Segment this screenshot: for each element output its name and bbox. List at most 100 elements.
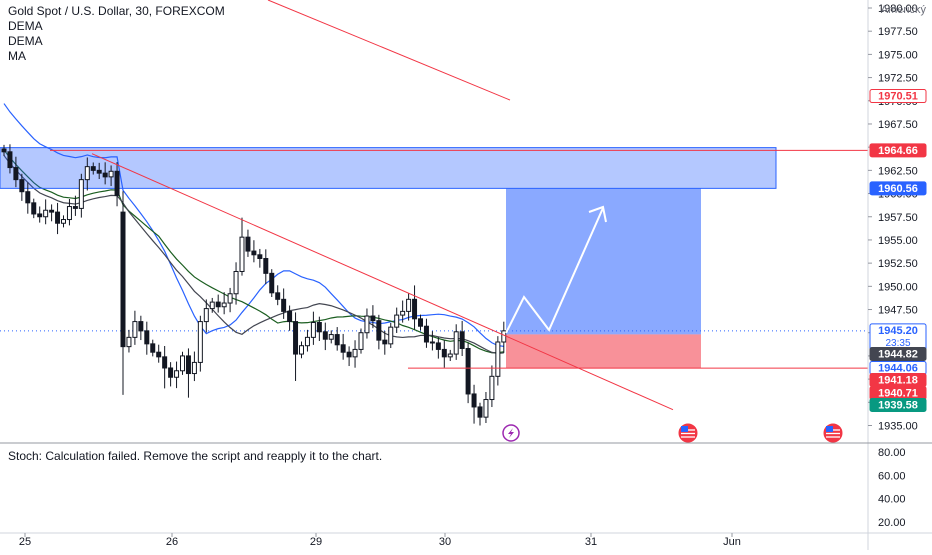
candle-body xyxy=(7,151,13,169)
candle-body xyxy=(102,172,108,178)
price-label-text: 1944.82 xyxy=(878,349,918,361)
upper-trendline[interactable] xyxy=(267,0,511,101)
candle-body xyxy=(364,315,370,334)
resistance-zone-box[interactable] xyxy=(0,147,777,189)
candle-body xyxy=(441,348,447,358)
flash-event-icon[interactable] xyxy=(502,424,520,442)
price-label-countdown: 23:35 xyxy=(885,338,910,349)
candle-body xyxy=(156,351,162,358)
stoch-tick-label: 80.00 xyxy=(878,447,906,459)
candle-body xyxy=(376,320,382,341)
x-tick-label: 29 xyxy=(310,536,322,548)
candle-body xyxy=(340,344,346,353)
descending-trendline[interactable] xyxy=(91,153,674,411)
y-tick-label: 1967.50 xyxy=(878,119,918,131)
y-tick-label: 1975.00 xyxy=(878,49,918,61)
candle-body xyxy=(352,348,358,358)
stoch-tick-label: 20.00 xyxy=(878,517,906,529)
candle-body xyxy=(126,336,132,348)
indicator-lines xyxy=(3,103,504,355)
candle-body xyxy=(209,301,215,310)
price-label-text: 1939.58 xyxy=(878,400,918,412)
candle-body xyxy=(114,170,120,196)
candle-body xyxy=(299,345,304,355)
candle-body xyxy=(477,406,483,418)
candle-body xyxy=(459,331,465,349)
price-label-text: 1970.51 xyxy=(878,91,918,103)
dema-green-line xyxy=(3,149,504,354)
price-labels: 1970.51 1964.66 1960.56 1945.2023:351944.82… xyxy=(869,89,927,412)
candle-body xyxy=(138,321,144,332)
x-tick-label: Jun xyxy=(723,536,741,548)
candle-body xyxy=(263,258,269,274)
projection-arrowhead[interactable] xyxy=(588,205,607,223)
symbol-title[interactable]: Gold Spot / U.S. Dollar, 30, FOREXCOM xyxy=(8,4,225,18)
price-label-text: 1944.06 xyxy=(878,363,918,375)
candle-body xyxy=(197,321,203,363)
candle-body xyxy=(358,332,364,350)
indicator-dema-1[interactable]: DEMA xyxy=(8,19,43,33)
candle-body xyxy=(221,302,227,308)
drawings[interactable] xyxy=(91,0,868,411)
candle-body xyxy=(168,367,174,378)
candle-body xyxy=(37,213,43,218)
event-icons[interactable] xyxy=(502,423,843,443)
y-tick-label: 1955.00 xyxy=(878,235,918,247)
candle-body xyxy=(19,179,25,193)
candle-body xyxy=(310,322,316,338)
stoch-tick-label: 60.00 xyxy=(878,470,906,482)
candle-body xyxy=(191,361,197,375)
candle-body xyxy=(185,355,191,375)
long-position-loss[interactable] xyxy=(506,334,701,369)
candle-body xyxy=(120,211,126,348)
indicator-dema-2[interactable]: DEMA xyxy=(8,34,43,48)
y-tick-label: 1935.00 xyxy=(878,421,918,433)
indicator-ma[interactable]: MA xyxy=(8,49,26,63)
candle-body xyxy=(435,342,441,350)
x-tick-label: 26 xyxy=(166,536,178,548)
candle-body xyxy=(388,326,394,345)
y-tick-label: 1962.50 xyxy=(878,165,918,177)
candle-body xyxy=(1,148,7,153)
projection-path[interactable] xyxy=(505,207,604,334)
resistance-zone[interactable] xyxy=(0,147,868,189)
candle-body xyxy=(328,334,334,340)
candle-body xyxy=(293,321,299,355)
us-flag-event-icon[interactable] xyxy=(678,423,698,443)
candle-body xyxy=(382,339,388,345)
flag-canton xyxy=(681,426,688,432)
us-flag-event-icon[interactable] xyxy=(823,423,843,443)
price-label-text: 1941.18 xyxy=(878,375,918,387)
candle-body xyxy=(281,298,287,312)
flash-bolt xyxy=(508,428,514,438)
candle-body xyxy=(423,325,429,343)
candle-body xyxy=(406,298,412,312)
candle-body xyxy=(483,399,489,418)
price-label-box xyxy=(869,398,927,412)
y-tick-label: 1972.50 xyxy=(878,73,918,85)
y-tick-label: 1947.50 xyxy=(878,305,918,317)
stoch-tick-label: 40.00 xyxy=(878,494,906,506)
y-tick-label: 1977.50 xyxy=(878,26,918,38)
candle-body xyxy=(429,341,435,344)
candle-body xyxy=(215,301,221,308)
candle-body xyxy=(287,310,293,323)
y-tick-label: 1950.00 xyxy=(878,281,918,293)
candle-body xyxy=(203,308,209,323)
x-tick-label: 25 xyxy=(19,536,31,548)
candle-body xyxy=(495,341,501,377)
candle-body xyxy=(72,206,78,209)
candle-body xyxy=(25,191,31,204)
candle-body xyxy=(465,347,471,395)
candle-body xyxy=(316,322,322,333)
candle-body xyxy=(55,211,61,224)
candle-body xyxy=(275,292,281,300)
candle-body xyxy=(150,343,156,353)
candle-body xyxy=(108,170,114,178)
currency-label[interactable]: Americký xyxy=(880,4,926,16)
candle-body xyxy=(471,393,477,408)
candle-body xyxy=(400,310,406,316)
candle-body xyxy=(322,331,328,340)
